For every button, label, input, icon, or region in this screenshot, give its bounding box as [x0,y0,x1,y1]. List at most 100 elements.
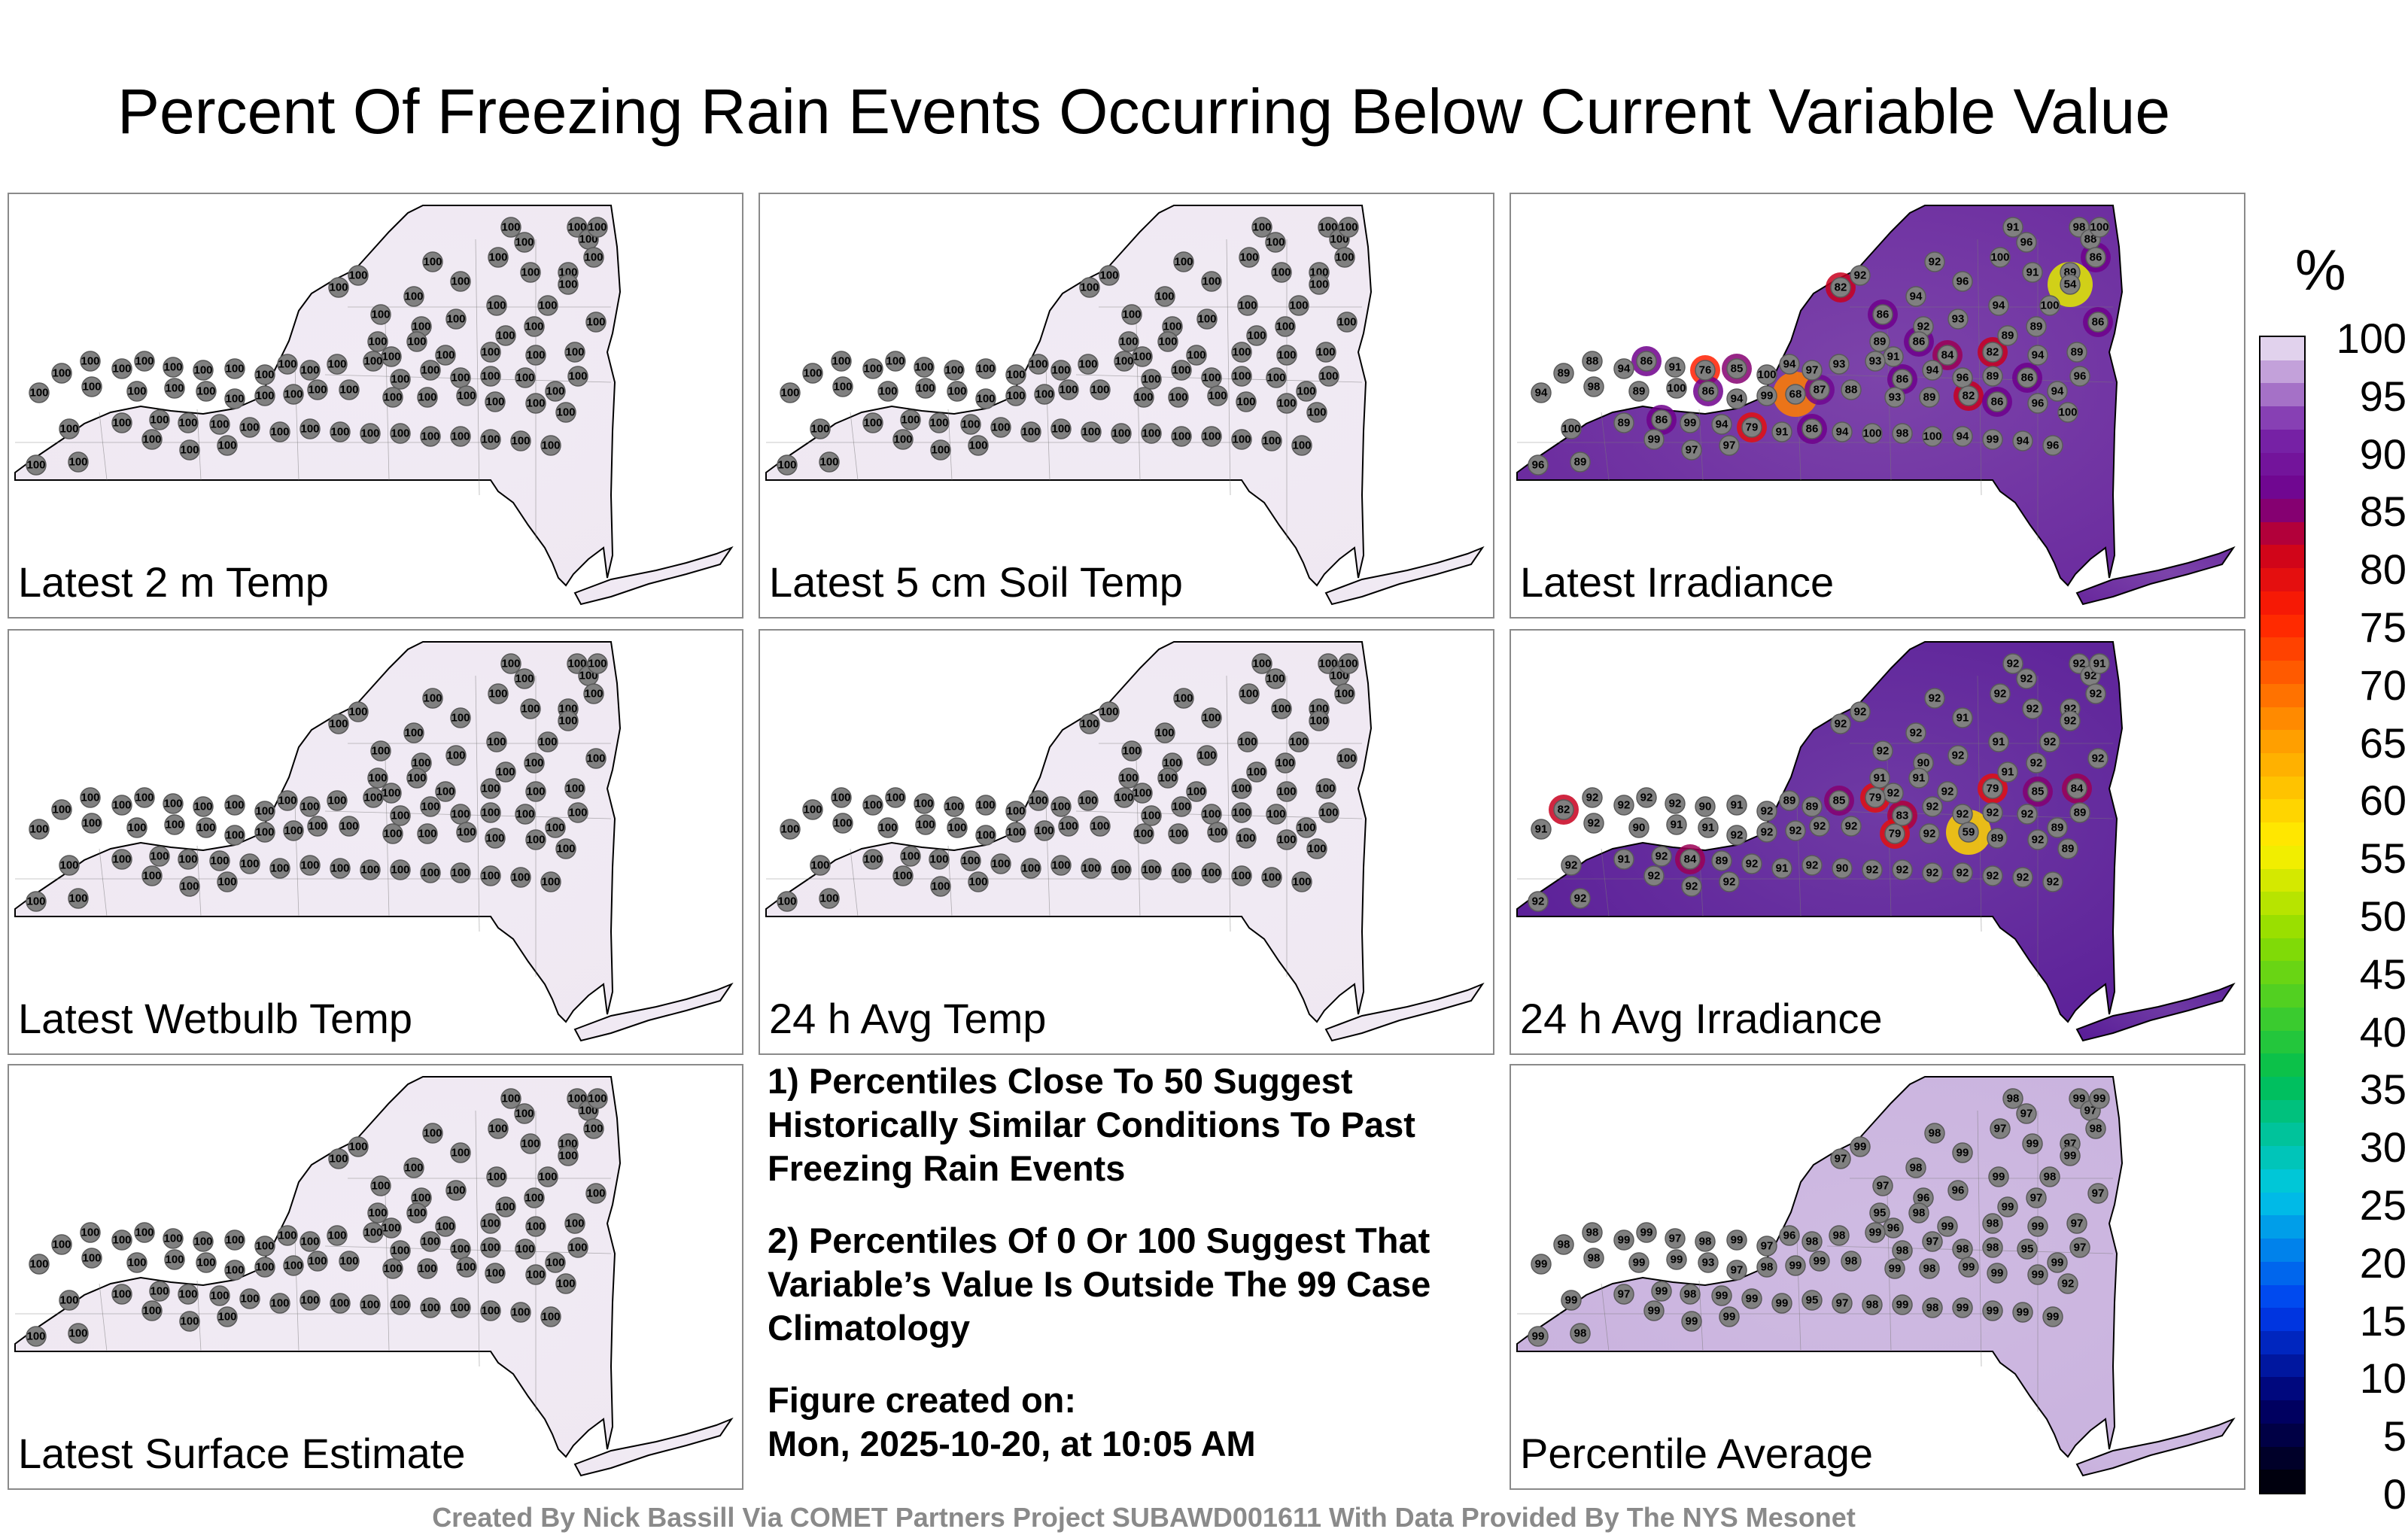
svg-text:97: 97 [2074,1242,2087,1254]
colorbar-segment [2261,1308,2304,1332]
station-marker: 94 [1988,295,2009,316]
svg-text:100: 100 [832,355,850,368]
svg-text:100: 100 [1142,427,1160,440]
station-marker: 92 [1883,783,1904,804]
svg-text:100: 100 [1239,251,1258,264]
svg-text:100: 100 [524,321,543,333]
svg-text:100: 100 [360,864,379,877]
station-marker: 89 [2047,817,2068,838]
svg-text:99: 99 [1889,1263,1902,1275]
station-marker: 86 [1698,381,1719,402]
station-marker: 100 [363,1222,384,1243]
station-marker: 100 [111,412,132,433]
svg-text:94: 94 [2032,349,2045,362]
svg-text:100: 100 [436,349,455,362]
svg-text:90: 90 [1917,757,1930,770]
svg-text:100: 100 [1232,807,1251,819]
svg-text:100: 100 [451,867,470,880]
station-marker: 100 [51,1234,72,1255]
station-marker: 100 [141,429,163,450]
svg-text:100: 100 [329,718,348,731]
station-marker: 100 [1251,653,1272,674]
colorbar-tick-label: 5 [2382,1412,2406,1461]
svg-text:92: 92 [1929,692,1941,705]
svg-text:100: 100 [308,1255,327,1268]
station-marker: 90 [1832,858,1853,879]
station-marker: 100 [80,1222,101,1243]
colorbar-segment [2261,1053,2304,1078]
svg-text:100: 100 [1119,336,1138,348]
station-marker: 100 [1231,802,1252,823]
station-marker: 86 [2087,312,2109,333]
colorbar-segment [2261,545,2304,570]
svg-text:100: 100 [1318,221,1337,234]
svg-text:100: 100 [496,330,515,342]
colorbar-tick-label: 30 [2359,1123,2406,1172]
svg-text:100: 100 [1232,870,1251,883]
station-marker: 100 [480,865,501,886]
svg-text:90: 90 [1699,801,1712,813]
station-marker: 92 [2087,748,2109,769]
svg-text:100: 100 [142,870,161,883]
colorbar-segment [2261,429,2304,454]
panel-label: 24 h Avg Temp [769,995,1047,1042]
station-marker: 89 [2066,342,2087,363]
svg-text:100: 100 [382,787,400,800]
notes-block: 1) Percentiles Close To 50 Suggest Histo… [768,1059,1475,1466]
svg-text:100: 100 [127,385,146,398]
station-marker: 98 [2085,1118,2106,1139]
station-marker: 100 [1196,745,1218,766]
svg-text:98: 98 [1896,427,1909,440]
station-marker: 100 [360,423,381,444]
svg-text:97: 97 [1926,1236,1939,1248]
svg-text:97: 97 [1806,364,1819,377]
station-marker: 92 [1982,802,2003,823]
station-marker: 100 [26,454,47,476]
station-marker: 100 [126,381,147,402]
svg-text:99: 99 [1987,1305,1999,1318]
panel-label: Latest Irradiance [1520,558,1835,606]
svg-text:99: 99 [2002,1201,2014,1214]
svg-text:100: 100 [1309,278,1328,291]
station-marker: 97 [2069,1237,2090,1258]
station-marker: 100 [1756,364,1777,385]
svg-text:100: 100 [1155,727,1174,740]
svg-text:100: 100 [82,817,101,830]
svg-text:100: 100 [1208,826,1227,839]
panel-label: Latest Surface Estimate [18,1430,466,1477]
svg-text:94: 94 [1993,299,2005,312]
station-marker: 92 [1952,804,1973,825]
station-marker: 91 [2002,217,2023,238]
station-marker: 97 [1756,1236,1777,1257]
long-island-outline [2075,982,2236,1042]
svg-text:100: 100 [526,1220,545,1233]
svg-text:100: 100 [451,1147,470,1160]
station-marker: 92 [1582,787,1603,808]
svg-text:100: 100 [1757,369,1776,381]
svg-text:100: 100 [112,853,131,866]
station-marker: 100 [269,858,290,879]
station-marker: 91 [1726,795,1747,816]
station-marker: 99 [1561,1290,1582,1311]
station-marker: 100 [524,1187,545,1208]
station-marker: 100 [277,790,298,811]
station-marker: 100 [1201,862,1222,883]
svg-text:100: 100 [451,1302,470,1315]
station-marker: 99 [1809,1251,1830,1272]
station-marker: 100 [435,781,456,802]
station-marker: 100 [456,822,477,843]
station-marker: 100 [1334,247,1355,268]
svg-text:100: 100 [1252,221,1271,234]
svg-text:100: 100 [451,430,470,443]
station-marker: 86 [2085,247,2106,268]
station-marker: 99 [1988,1166,2009,1187]
svg-text:100: 100 [1319,370,1338,383]
county-line [1226,239,1231,496]
station-marker: 100 [862,849,883,870]
svg-text:100: 100 [944,364,963,377]
station-marker: 100 [1231,366,1252,387]
station-marker: 100 [59,855,80,876]
svg-text:100: 100 [521,1138,540,1150]
station-marker: 97 [2026,1187,2047,1208]
svg-text:92: 92 [1896,864,1909,877]
